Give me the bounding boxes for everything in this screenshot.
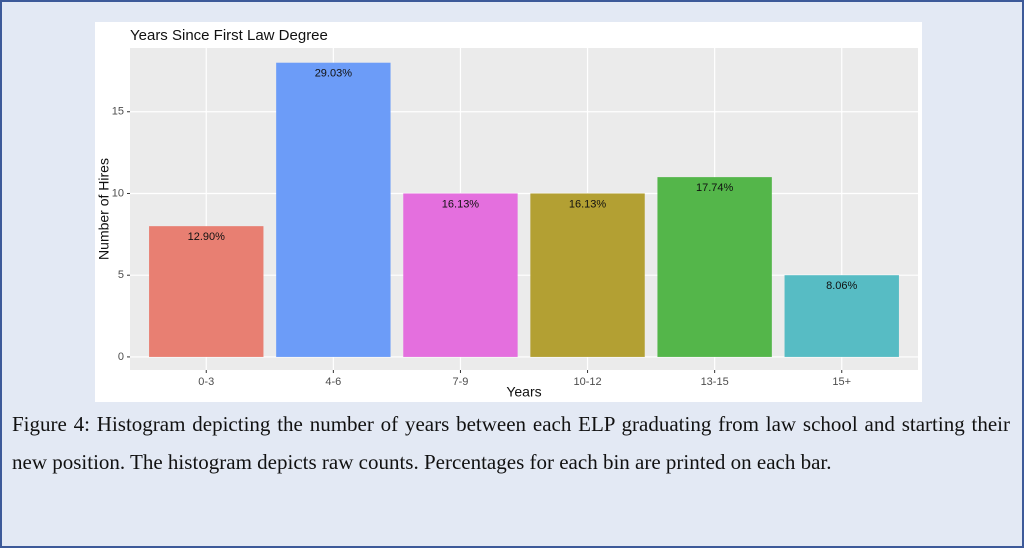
bar: [276, 62, 391, 357]
x-tick-label: 15+: [832, 376, 851, 388]
bar-label: 29.03%: [315, 68, 353, 80]
bar-label: 16.13%: [569, 198, 607, 210]
bar: [530, 193, 645, 357]
x-tick-label: 7-9: [452, 376, 468, 388]
y-tick-label: 10: [112, 187, 124, 199]
bar-label: 8.06%: [826, 280, 857, 292]
bar: [149, 226, 264, 357]
bar: [403, 193, 518, 357]
chart: Years Since First Law Degree Years Numbe…: [95, 22, 922, 402]
y-tick-label: 0: [118, 351, 124, 363]
y-axis-label: Number of Hires: [96, 158, 112, 260]
bar-label: 12.90%: [188, 231, 226, 243]
x-tick-label: 10-12: [573, 376, 601, 388]
caption: Figure 4: Histogram depicting the number…: [12, 412, 1010, 474]
x-tick-label: 13-15: [701, 376, 729, 388]
bar-label: 17.74%: [696, 182, 734, 194]
y-tick-label: 5: [118, 269, 124, 281]
x-axis-label: Years: [506, 384, 541, 400]
bar-label: 16.13%: [442, 198, 480, 210]
chart-title: Years Since First Law Degree: [130, 27, 328, 44]
y-tick-label: 15: [112, 106, 124, 118]
bar: [784, 275, 899, 357]
x-tick-label: 4-6: [325, 376, 341, 388]
x-tick-label: 0-3: [198, 376, 214, 388]
bar: [657, 177, 772, 357]
